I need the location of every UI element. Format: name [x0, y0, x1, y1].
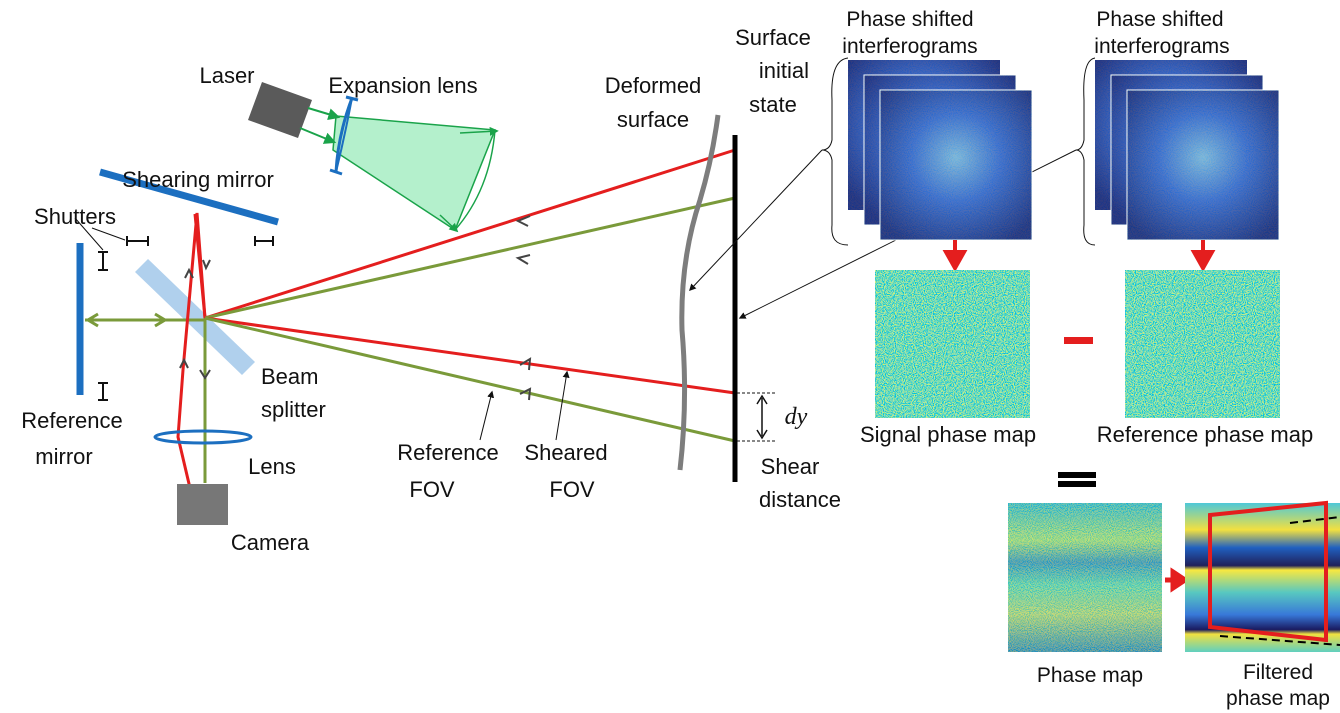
label: surface — [617, 107, 689, 132]
label: splitter — [261, 397, 326, 422]
label: FOV — [409, 477, 455, 502]
laser-beam — [300, 128, 334, 142]
label: Lens — [248, 454, 296, 479]
label: state — [749, 92, 797, 117]
label: mirror — [35, 444, 92, 469]
image-caption: Filtered — [1243, 661, 1313, 684]
red-beam — [195, 214, 205, 318]
label: Shearing mirror — [122, 167, 274, 192]
image-caption: Reference phase map — [1097, 422, 1313, 447]
label: Reference — [397, 440, 499, 465]
brace — [822, 58, 848, 245]
beam-splitter — [135, 259, 255, 375]
red-arrows — [946, 240, 1212, 268]
lens — [155, 431, 251, 443]
pointer — [556, 372, 567, 440]
label: Camera — [231, 530, 310, 555]
label: Surface — [735, 25, 811, 50]
image-title: interferograms — [842, 35, 977, 58]
minus-sign — [1064, 337, 1093, 344]
camera — [177, 484, 228, 525]
phase-image-noise — [1008, 503, 1162, 652]
image-title: interferograms — [1094, 35, 1229, 58]
deformed-surface — [680, 115, 718, 470]
label: dy — [785, 404, 808, 430]
label: Shear — [761, 454, 820, 479]
label: Laser — [199, 63, 254, 88]
label: Sheared — [524, 440, 607, 465]
image-caption: Phase map — [1037, 664, 1143, 687]
interferogram-stack — [1095, 60, 1279, 240]
label: Shutters — [34, 204, 116, 229]
image-title: Phase shifted — [1096, 8, 1223, 31]
label: Deformed — [605, 73, 702, 98]
label: Expansion lens — [328, 73, 477, 98]
red-arrow — [1165, 572, 1185, 588]
pointer — [480, 392, 492, 440]
label: initial — [759, 58, 809, 83]
label: FOV — [549, 477, 595, 502]
reference-phase-image — [1125, 270, 1280, 418]
red-beam — [178, 213, 205, 488]
equals-sign — [1058, 475, 1096, 484]
brace — [1076, 58, 1095, 245]
laser-beam — [308, 108, 338, 117]
shear-lines — [737, 393, 775, 441]
interferogram-stack — [848, 60, 1032, 240]
image-title: Phase shifted — [846, 8, 973, 31]
signal-phase-image — [875, 270, 1030, 418]
reference-ray — [205, 198, 735, 318]
label: Beam — [261, 364, 318, 389]
label: distance — [759, 487, 841, 512]
diagram: Laser Expansion lens Shearing mirror Shu… — [0, 0, 1340, 713]
image-caption: phase map — [1226, 687, 1330, 710]
image-caption: Signal phase map — [860, 422, 1036, 447]
label: Reference — [21, 408, 123, 433]
